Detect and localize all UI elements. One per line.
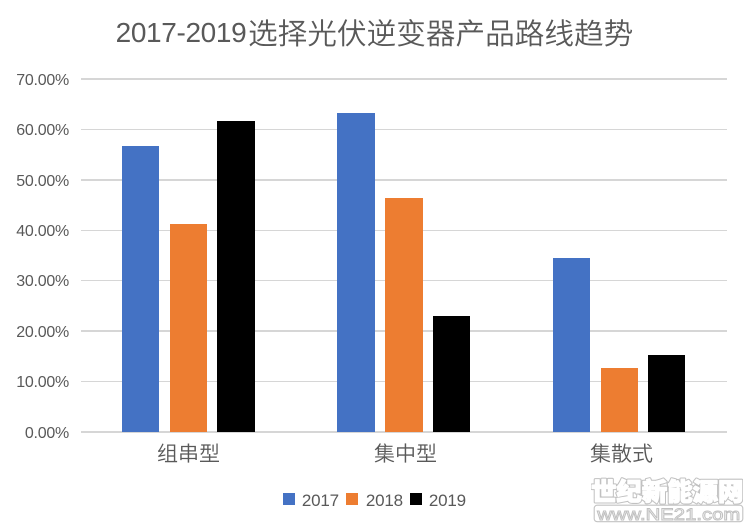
svg-text:www.NE21.com: www.NE21.com — [596, 506, 740, 524]
